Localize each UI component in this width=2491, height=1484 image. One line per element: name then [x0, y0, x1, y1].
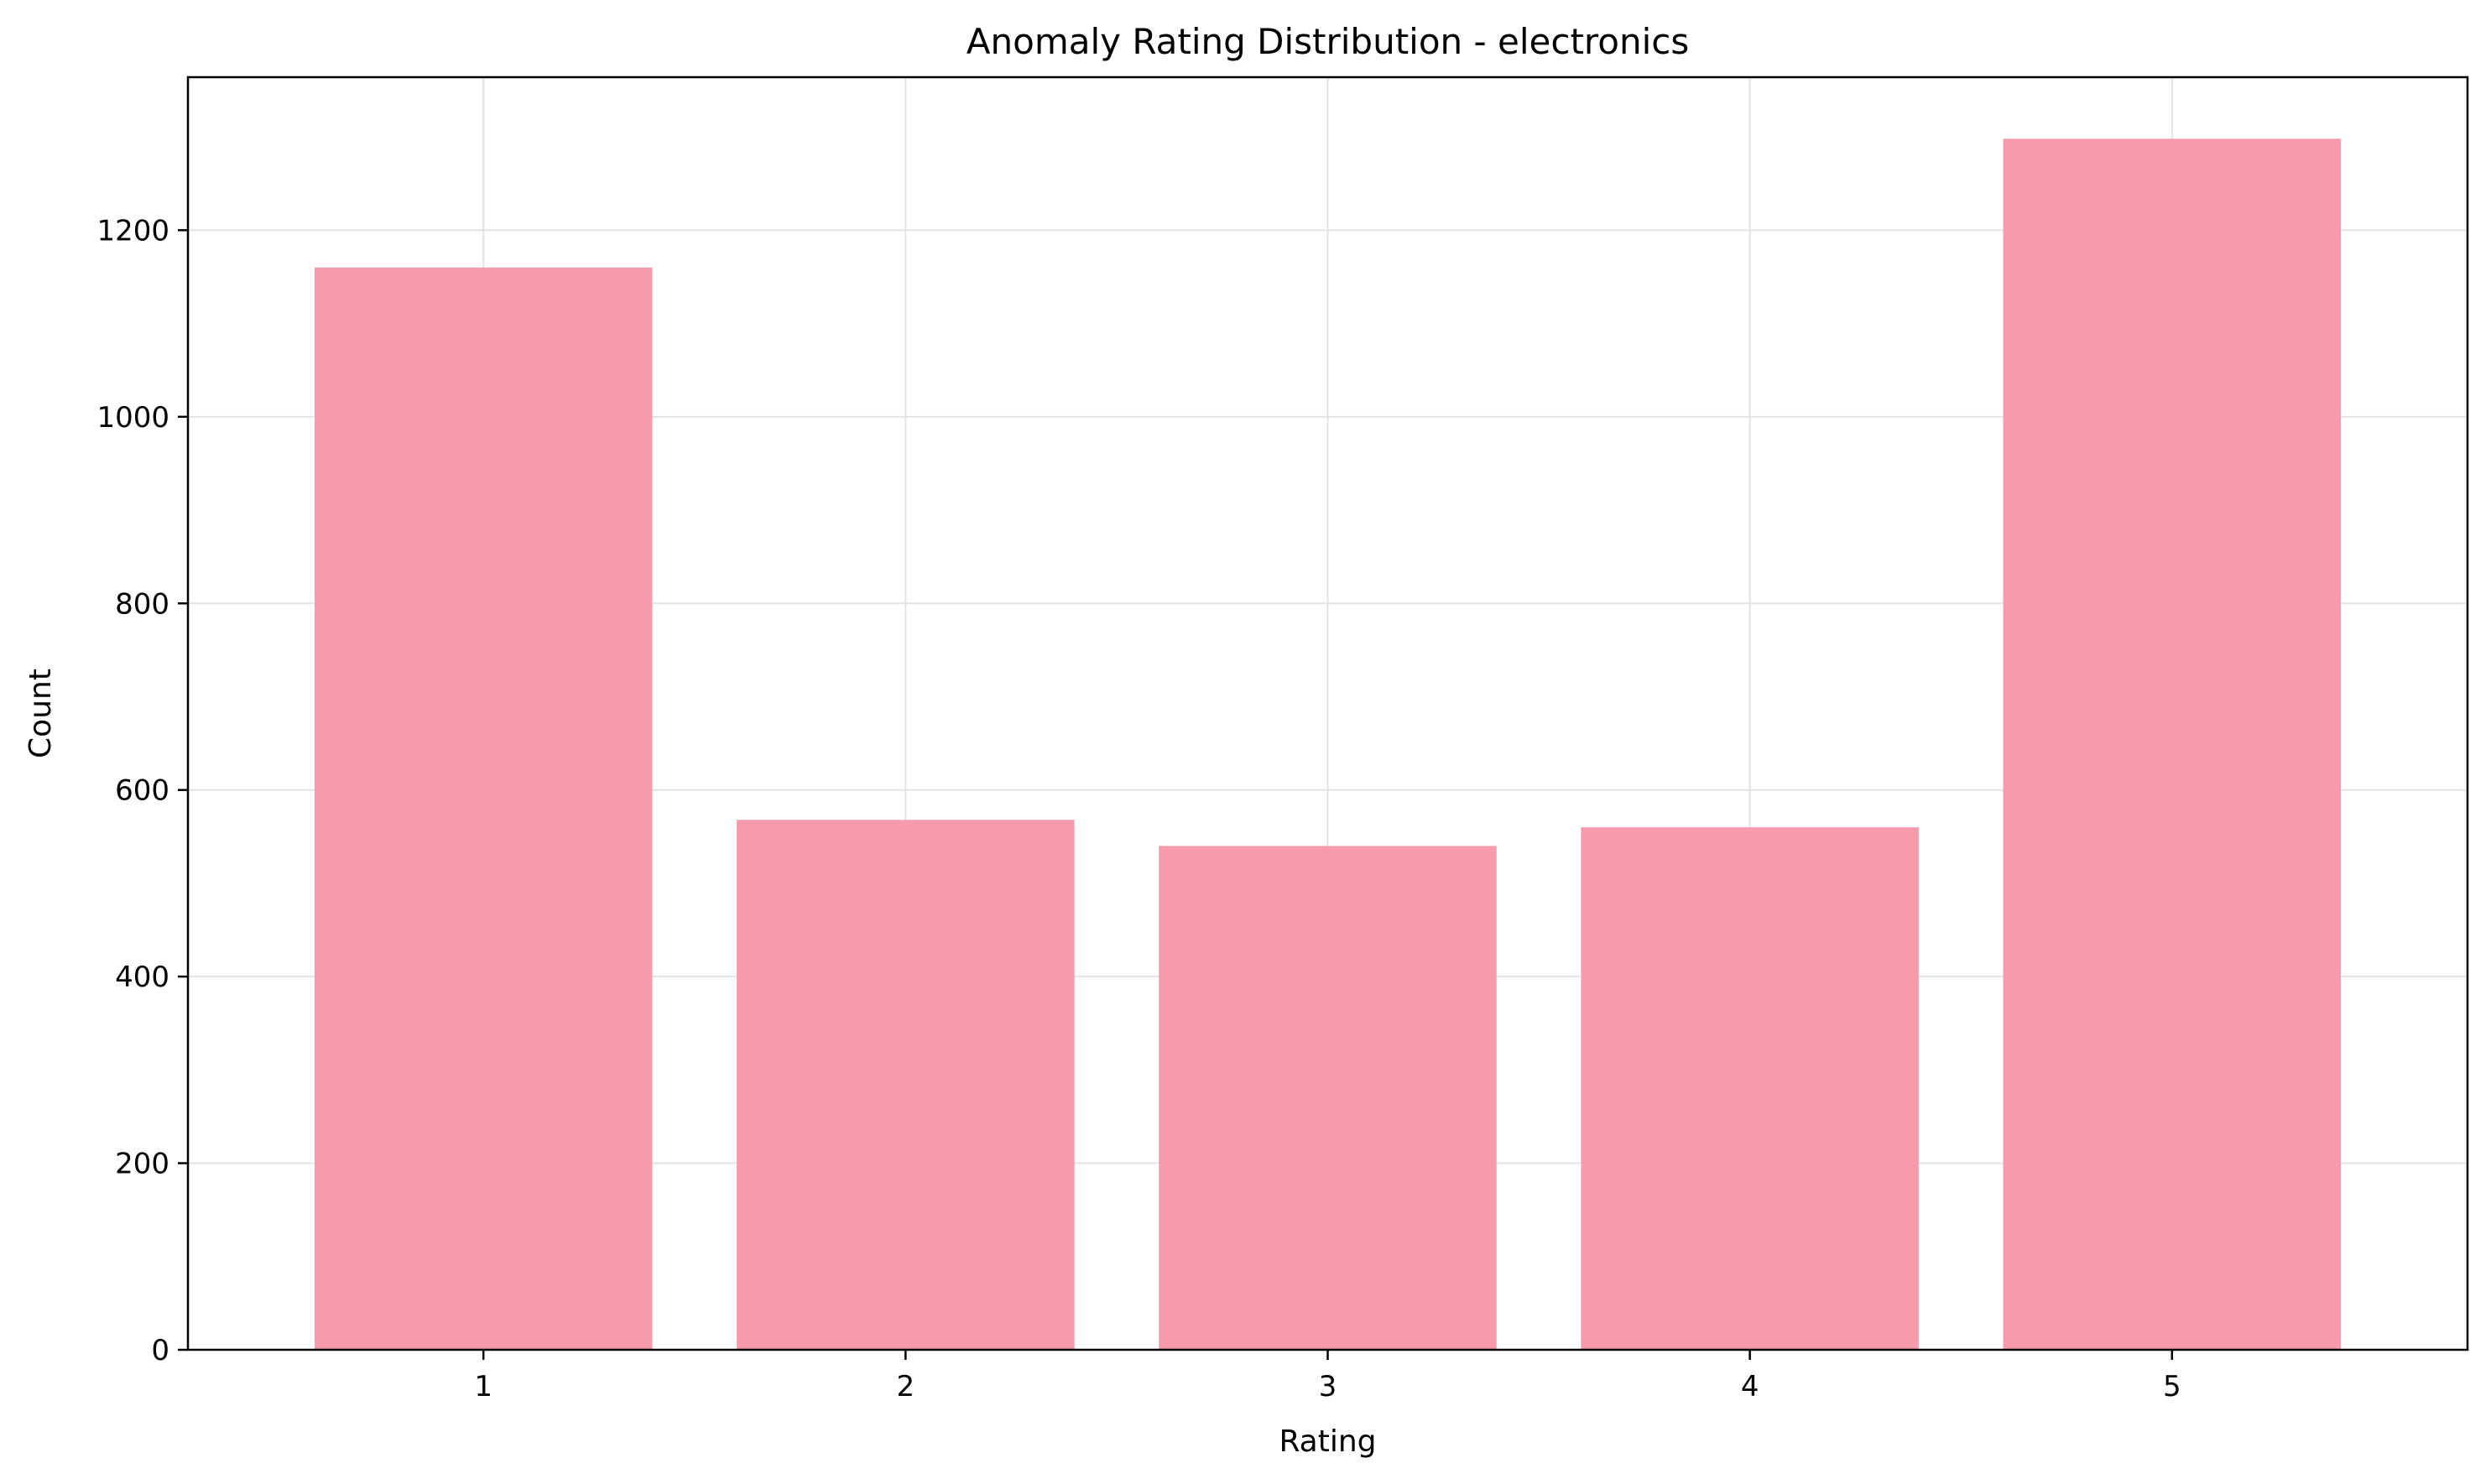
bars	[314, 138, 2342, 1351]
y-tick-label: 1200	[96, 214, 169, 247]
bar-3	[1159, 846, 1497, 1350]
x-tick-label: 2	[897, 1370, 915, 1403]
y-tick-label: 400	[115, 961, 169, 994]
bar-5	[2003, 138, 2342, 1351]
x-tick-label: 3	[1319, 1370, 1337, 1403]
bar-4	[1581, 827, 1919, 1350]
x-axis-label: Rating	[1279, 1424, 1376, 1459]
x-tick-label: 5	[2163, 1370, 2181, 1403]
y-axis-label: Count	[23, 669, 58, 758]
axis-ticks: 0 200 400 600 800 1000 1200 1 2 3 4 5	[96, 214, 2181, 1403]
y-tick-label: 0	[151, 1334, 169, 1367]
x-tick-label: 1	[474, 1370, 492, 1403]
y-tick-label: 600	[115, 774, 169, 808]
y-tick-label: 800	[115, 587, 169, 621]
x-tick-label: 4	[1741, 1370, 1759, 1403]
chart-title: Anomaly Rating Distribution - electronic…	[967, 21, 1689, 62]
y-tick-label: 200	[115, 1148, 169, 1181]
bar-2	[737, 820, 1075, 1350]
bar-1	[314, 267, 653, 1350]
y-tick-label: 1000	[96, 401, 169, 435]
